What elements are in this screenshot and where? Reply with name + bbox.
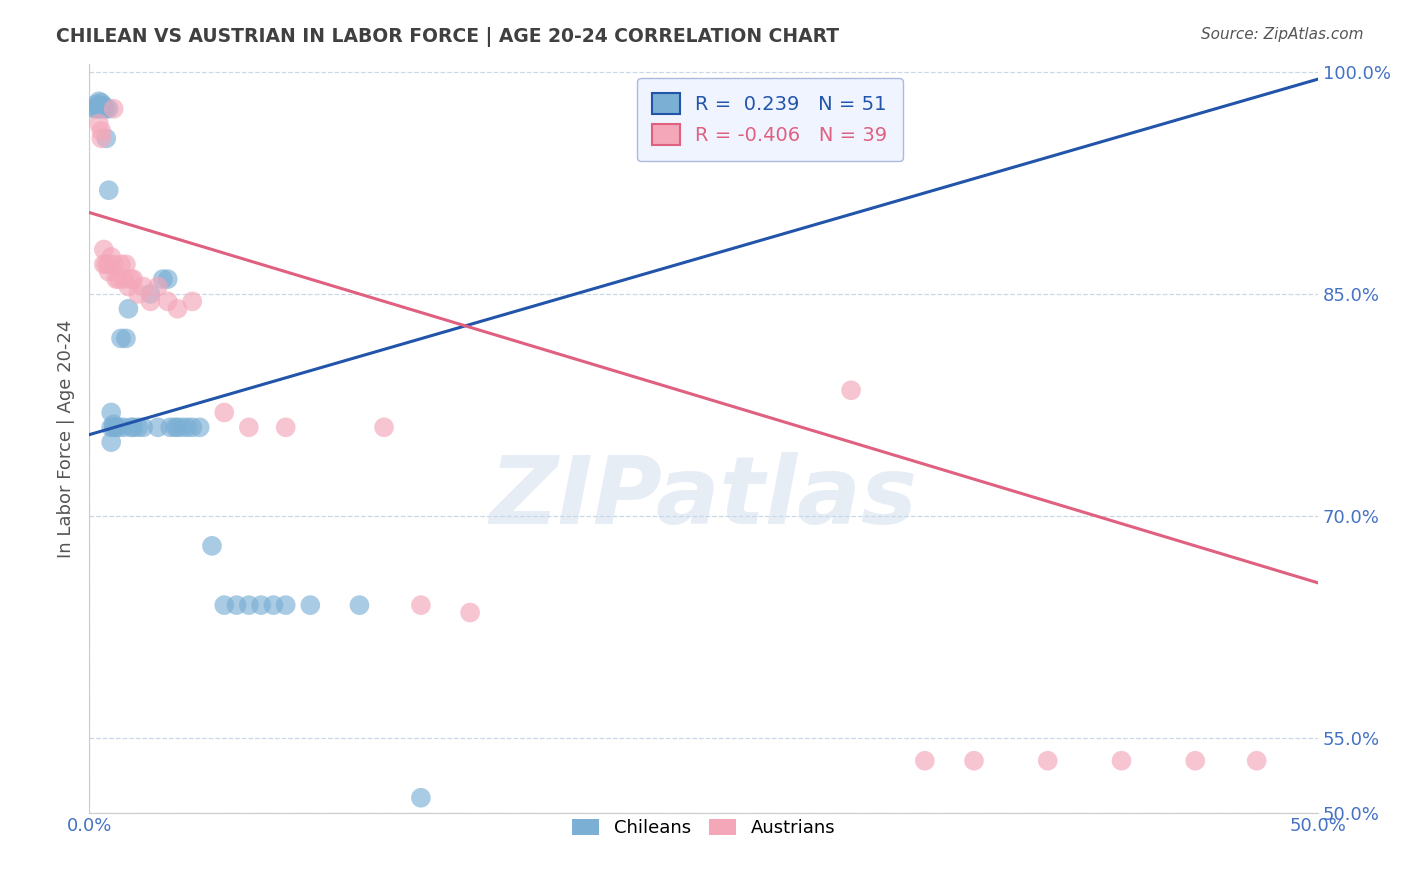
Point [274, 420, 297, 434]
Point [120, 272, 142, 286]
Point [166, 420, 188, 434]
Point [172, 420, 194, 434]
Point [122, 420, 145, 434]
Point [112, 420, 135, 434]
Point [112, 272, 135, 286]
Point [120, 420, 142, 434]
Point [90, 95, 112, 110]
Point [176, 420, 198, 434]
Point [90, 131, 112, 145]
Point [100, 250, 122, 264]
Point [86, 97, 108, 112]
Point [96, 257, 118, 271]
Point [122, 272, 145, 286]
Point [963, 754, 986, 768]
Point [105, 420, 128, 434]
Point [90, 99, 112, 113]
Point [103, 102, 125, 116]
Point [115, 331, 138, 345]
Point [96, 102, 118, 116]
Point [107, 420, 129, 434]
Point [409, 598, 432, 612]
Point [409, 790, 432, 805]
Text: ZIPatlas: ZIPatlas [489, 452, 918, 544]
Point [262, 598, 284, 612]
Y-axis label: In Labor Force | Age 20-24: In Labor Force | Age 20-24 [58, 319, 75, 558]
Legend: Chileans, Austrians: Chileans, Austrians [565, 812, 842, 845]
Point [299, 598, 322, 612]
Point [156, 294, 179, 309]
Point [110, 331, 132, 345]
Point [87, 95, 110, 109]
Point [914, 754, 936, 768]
Point [100, 435, 122, 450]
Point [132, 420, 155, 434]
Point [103, 257, 125, 271]
Point [96, 131, 118, 145]
Point [127, 420, 149, 434]
Point [373, 420, 395, 434]
Point [87, 99, 110, 113]
Point [105, 272, 128, 286]
Point [97, 257, 120, 271]
Point [97, 265, 120, 279]
Point [159, 420, 181, 434]
Point [181, 294, 204, 309]
Point [225, 598, 247, 612]
Point [93, 99, 115, 113]
Point [165, 420, 187, 434]
Point [93, 243, 115, 257]
Point [181, 420, 204, 434]
Point [156, 272, 179, 286]
Point [214, 598, 236, 612]
Point [97, 183, 120, 197]
Point [117, 279, 139, 293]
Text: Source: ZipAtlas.com: Source: ZipAtlas.com [1201, 27, 1364, 42]
Point [458, 606, 481, 620]
Point [115, 257, 138, 271]
Point [117, 301, 139, 316]
Point [100, 405, 122, 419]
Point [90, 102, 112, 116]
Point [132, 279, 155, 293]
Point [839, 384, 862, 398]
Point [1184, 754, 1206, 768]
Point [93, 102, 115, 116]
Point [188, 420, 211, 434]
Point [90, 124, 112, 138]
Point [97, 102, 120, 116]
Point [83, 102, 105, 116]
Point [110, 257, 132, 271]
Point [166, 301, 188, 316]
Point [139, 294, 162, 309]
Point [93, 257, 115, 271]
Point [238, 598, 260, 612]
Point [87, 116, 110, 130]
Point [250, 598, 273, 612]
Point [201, 539, 224, 553]
Point [127, 287, 149, 301]
Point [214, 405, 236, 419]
Point [103, 420, 125, 434]
Point [146, 279, 169, 293]
Point [349, 598, 371, 612]
Point [1111, 754, 1133, 768]
Point [100, 420, 122, 434]
Point [87, 102, 110, 116]
Text: CHILEAN VS AUSTRIAN IN LABOR FORCE | AGE 20-24 CORRELATION CHART: CHILEAN VS AUSTRIAN IN LABOR FORCE | AGE… [56, 27, 839, 46]
Point [152, 272, 174, 286]
Point [1036, 754, 1059, 768]
Point [1246, 754, 1268, 768]
Point [274, 598, 297, 612]
Point [103, 417, 125, 432]
Point [139, 287, 162, 301]
Point [86, 102, 108, 116]
Point [107, 272, 129, 286]
Point [146, 420, 169, 434]
Point [238, 420, 260, 434]
